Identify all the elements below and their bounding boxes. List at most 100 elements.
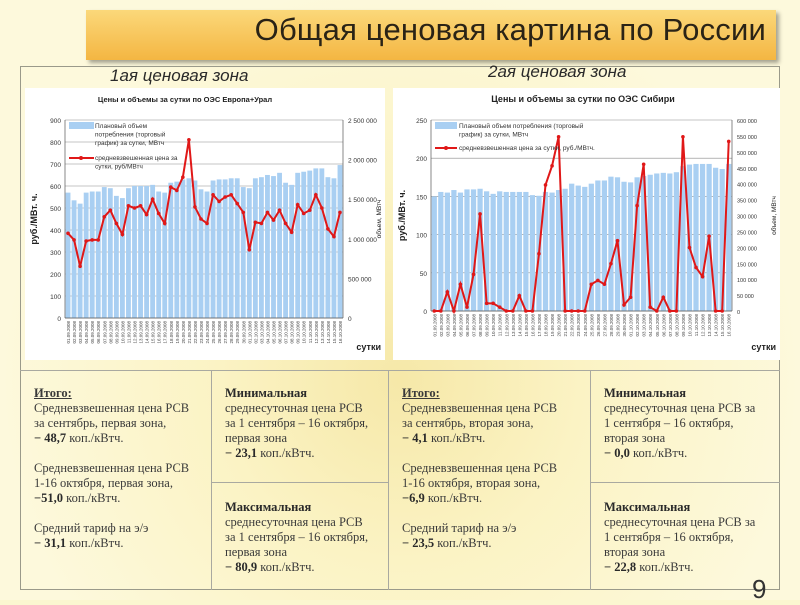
price-point <box>602 282 607 287</box>
price-point <box>713 309 718 313</box>
text-line: Средний тариф на э/э <box>34 521 149 535</box>
volume-bar <box>444 192 450 311</box>
price-point <box>120 232 125 237</box>
x-tick-label: 03.09.2008 <box>78 321 83 344</box>
y2-tick-label: 2 000 000 <box>348 158 377 165</box>
value: − 31,1 <box>34 536 67 550</box>
x-tick-label: 12.10.2008 <box>701 314 706 337</box>
x-tick-label: 05.09.2008 <box>90 321 95 344</box>
x-tick-label: 06.10.2008 <box>661 314 666 337</box>
y2-tick-label: 400 000 <box>737 183 757 189</box>
volume-bar <box>641 176 647 311</box>
x-tick-label: 15.09.2008 <box>524 314 529 337</box>
x-tick-label: 08.10.2008 <box>290 321 295 344</box>
y-tick-label: 300 <box>50 250 61 257</box>
y2-tick-label: 1 500 000 <box>348 197 377 204</box>
price-point <box>537 251 541 256</box>
x-tick-label: 13.09.2008 <box>139 321 144 344</box>
volume-bar <box>510 191 516 311</box>
price-point <box>199 217 203 221</box>
chart-europe-ural: Цены и объемы за сутки по ОЭС Европа+Ура… <box>25 88 385 360</box>
x-tick-label: 12.09.2008 <box>504 314 509 337</box>
volume-bar <box>719 169 725 311</box>
price-point <box>668 309 672 313</box>
price-point <box>307 208 312 212</box>
volume-bar <box>258 177 264 318</box>
x-tick-label: 09.10.2008 <box>681 314 686 337</box>
price-line <box>67 139 341 267</box>
x-tick-label: 07.09.2008 <box>472 314 477 337</box>
price-point <box>162 221 167 226</box>
price-point <box>72 238 76 242</box>
value: − 4,1 <box>402 431 428 445</box>
volume-bar <box>516 191 522 311</box>
price-point <box>726 139 731 144</box>
divider <box>590 370 591 590</box>
price-point <box>66 231 70 236</box>
value: − 22,8 <box>604 560 637 574</box>
legend-swatch-bars <box>435 122 457 129</box>
text-line: Средневзвешенная цена РСВ <box>34 401 190 415</box>
text-line: 1-16 октября, вторая зона, <box>402 476 541 490</box>
unit: коп./кВтч. <box>69 431 124 445</box>
y2-axis-title: объем, МВтч <box>375 200 383 239</box>
price-point <box>144 212 149 217</box>
x-tick-label: 02.10.2008 <box>635 314 640 337</box>
volume-bar <box>647 174 653 311</box>
y2-tick-label: 500 000 <box>348 276 372 283</box>
zone2-min: Минимальная среднесуточная цена РСВ за 1… <box>590 376 780 461</box>
y-axis-title: руб./МВт. ч. <box>29 193 39 244</box>
price-point <box>338 210 342 215</box>
summary-heading: Итого: <box>402 386 440 400</box>
volume-bar <box>575 185 581 311</box>
volume-bar <box>168 182 174 318</box>
price-point <box>720 309 724 313</box>
price-point <box>223 195 227 199</box>
price-point <box>582 309 587 313</box>
x-tick-label: 07.09.2008 <box>102 321 107 344</box>
x-tick-label: 22.09.2008 <box>193 321 198 344</box>
volume-bar <box>713 167 719 311</box>
price-point <box>609 261 613 266</box>
summary-heading: Итого: <box>34 386 72 400</box>
volume-bar <box>283 182 289 318</box>
text-line: за сентябрь, вторая зона, <box>402 416 534 430</box>
price-point <box>654 309 659 313</box>
volume-bar <box>107 188 113 318</box>
price-point <box>102 215 107 219</box>
legend-label-bars: график) за сутки, МВтч <box>95 140 164 147</box>
volume-bar <box>693 163 699 311</box>
text-line: за сентябрь, первая зона, <box>34 416 167 430</box>
volume-bar <box>313 168 319 318</box>
volume-bar <box>490 193 496 311</box>
price-point <box>445 290 450 294</box>
x-tick-label: 08.09.2008 <box>478 314 483 337</box>
price-point <box>241 210 246 215</box>
legend-marker <box>79 156 83 160</box>
text-line: 1-16 октября, первая зона, <box>34 476 173 490</box>
volume-bar <box>119 198 125 318</box>
y2-tick-label: 2 500 000 <box>348 118 377 125</box>
price-point <box>641 162 646 167</box>
volume-bar <box>569 183 575 311</box>
zone1-min: Минимальная среднесуточная цена РСВ за 1… <box>211 376 388 461</box>
volume-bar <box>192 180 198 318</box>
price-point <box>484 301 489 306</box>
volume-bar <box>529 195 536 311</box>
x-tick-label: 19.09.2008 <box>550 314 555 337</box>
text-line: среднесуточная цена РСВ <box>225 401 363 415</box>
x-tick-label: 04.10.2008 <box>648 314 653 337</box>
x-tick-label: 16.09.2008 <box>530 314 535 337</box>
price-point <box>211 193 215 197</box>
x-tick-label: 04.09.2008 <box>452 314 457 337</box>
legend-label-bars: Плановый объем <box>95 122 148 130</box>
value: −51,0 <box>34 491 63 505</box>
x-tick-label: 26.09.2008 <box>596 314 601 337</box>
y-tick-label: 500 <box>50 206 61 213</box>
x-tick-label: 09.10.2008 <box>296 321 301 344</box>
x-axis-title: сутки <box>751 342 776 352</box>
volume-bar <box>265 174 270 318</box>
x-tick-label: 06.09.2008 <box>465 314 470 337</box>
x-tick-label: 03.10.2008 <box>259 321 264 344</box>
text-line: вторая зона <box>604 545 666 559</box>
